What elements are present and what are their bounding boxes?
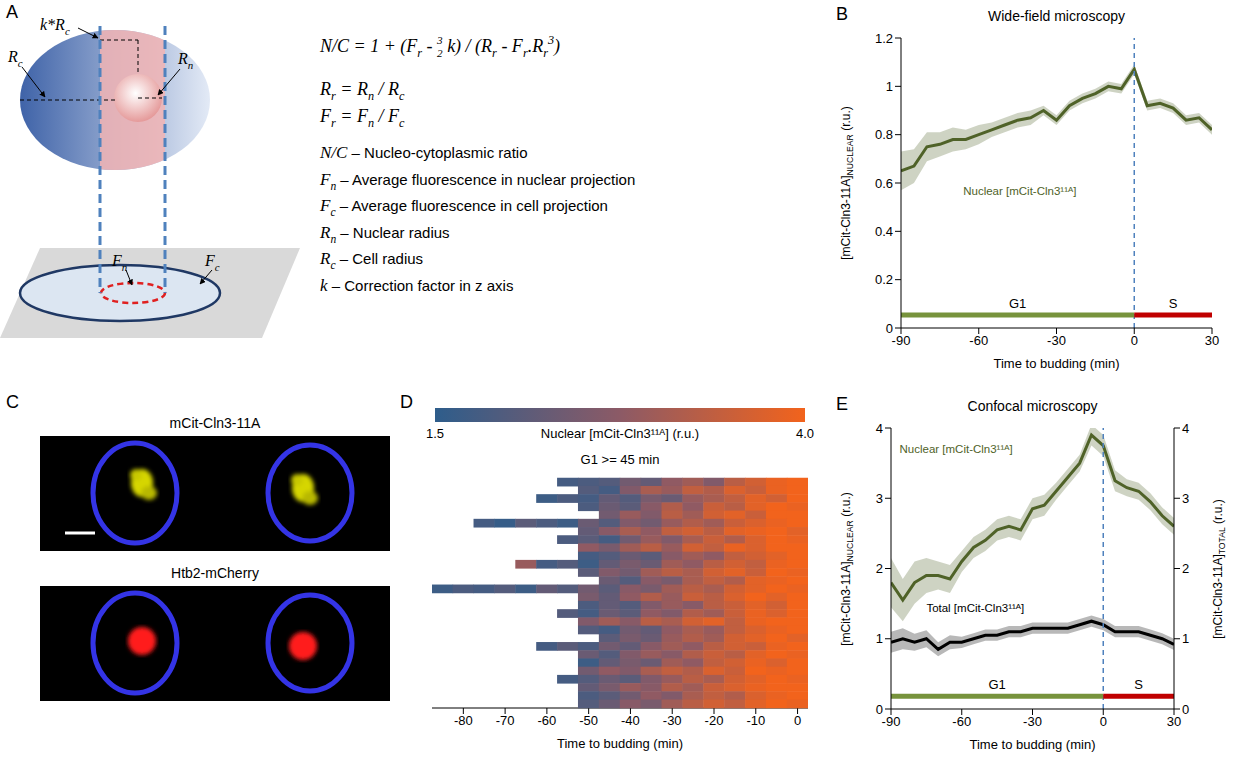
svg-text:-90: -90: [882, 714, 901, 729]
svg-text:0: 0: [876, 702, 883, 717]
html-text:G1 >= 45 min: G1 >= 45 min: [580, 452, 660, 467]
html-text:D: D: [400, 392, 413, 412]
svg-text:-20: -20: [705, 713, 724, 728]
svg-text:Time to budding (min): Time to budding (min): [970, 737, 1096, 752]
svg-text:4: 4: [876, 421, 883, 436]
svg-text:0: 0: [794, 713, 801, 728]
svg-text:Fn – Average fluorescence in n: Fn – Average fluorescence in nuclear pro…: [319, 170, 635, 193]
svg-text:3: 3: [1182, 491, 1189, 506]
svg-text:k – Correction factor in z axi: k – Correction factor in z axis: [320, 276, 513, 295]
html-text:[mCit-Cln3-11A]: [mCit-Cln3-11A]: [838, 560, 853, 646]
svg-text:Fc: Fc: [204, 252, 220, 273]
html-text:A: A: [6, 2, 18, 22]
svg-text:3: 3: [876, 491, 883, 506]
svg-text:0: 0: [886, 321, 893, 336]
svg-text:-30: -30: [1047, 333, 1066, 348]
svg-text:Fr = Fn / Fc: Fr = Fn / Fc: [319, 106, 405, 130]
svg-text:N/C – Nucleo-cytoplasmic ratio: N/C – Nucleo-cytoplasmic ratio: [319, 143, 527, 162]
svg-text:S: S: [1169, 296, 1178, 311]
svg-text:Fc – Average fluorescence in c: Fc – Average fluorescence in cell projec…: [319, 196, 608, 219]
svg-text:2: 2: [876, 561, 883, 576]
svg-text:0.4: 0.4: [875, 224, 893, 239]
svg-text:S: S: [1134, 677, 1143, 692]
svg-text:1: 1: [886, 79, 893, 94]
svg-text:0.2: 0.2: [875, 272, 893, 287]
svg-text:1: 1: [1182, 631, 1189, 646]
html-text:E: E: [836, 394, 848, 414]
svg-text:Fn: Fn: [111, 252, 127, 273]
html-text:(r.u.): (r.u.): [838, 491, 853, 520]
html-text:NUCLEAR: NUCLEAR: [845, 134, 856, 176]
html-text:Nuclear [mCit-Cln3¹¹ᴬ] (r.u.): Nuclear [mCit-Cln3¹¹ᴬ] (r.u.): [540, 426, 700, 441]
html-text:(r.u.): (r.u.): [1210, 498, 1225, 527]
html-text:TOTAL: TOTAL: [1217, 526, 1228, 554]
svg-text:2: 2: [1182, 561, 1189, 576]
svg-text:1: 1: [876, 631, 883, 646]
svg-text:-60: -60: [952, 714, 971, 729]
svg-text:Rn: Rn: [177, 50, 193, 71]
svg-text:-30: -30: [1023, 714, 1042, 729]
svg-text:0: 0: [1100, 714, 1107, 729]
svg-text:0.6: 0.6: [875, 176, 893, 191]
html-text:NUCLEAR: NUCLEAR: [845, 519, 856, 561]
svg-text:Time to budding (min): Time to budding (min): [557, 736, 683, 751]
svg-text:G1: G1: [988, 677, 1005, 692]
svg-text:Nuclear [mCit-Cln3¹¹ᴬ]: Nuclear [mCit-Cln3¹¹ᴬ]: [899, 443, 1012, 455]
html-text:Confocal microscopy: Confocal microscopy: [967, 398, 1098, 414]
html-text:[mCit-Cln3-11A]: [mCit-Cln3-11A]: [838, 175, 853, 260]
html-text:C: C: [6, 392, 19, 412]
svg-text:1.2: 1.2: [875, 31, 893, 46]
svg-text:-90: -90: [892, 333, 911, 348]
svg-text:G1: G1: [1009, 296, 1026, 311]
html-text:(r.u.): (r.u.): [838, 106, 853, 135]
svg-text:Rc – Cell radius: Rc – Cell radius: [319, 249, 423, 272]
svg-text:-80: -80: [454, 713, 473, 728]
svg-text:30: 30: [1205, 333, 1219, 348]
svg-text:Rc: Rc: [7, 48, 23, 69]
html-text:[mCit-Cln3-11A]: [mCit-Cln3-11A]: [1210, 553, 1225, 639]
svg-text:-30: -30: [663, 713, 682, 728]
svg-text:-40: -40: [621, 713, 640, 728]
svg-text:0.8: 0.8: [875, 127, 893, 142]
svg-text:Rn – Nuclear radius: Rn – Nuclear radius: [319, 223, 450, 246]
svg-text:Total [mCit-Cln3¹¹ᴬ]: Total [mCit-Cln3¹¹ᴬ]: [926, 602, 1024, 614]
svg-text:mCit-Cln3-11A: mCit-Cln3-11A: [170, 415, 261, 431]
html-text:4.0: 4.0: [796, 426, 814, 441]
html-text:Wide-field microscopy: Wide-field microscopy: [988, 8, 1125, 24]
svg-text:-50: -50: [579, 713, 598, 728]
svg-text:-60: -60: [537, 713, 556, 728]
html-text:B: B: [836, 4, 848, 24]
svg-text:k*Rc: k*Rc: [40, 16, 70, 37]
html-text:1.5: 1.5: [426, 426, 444, 441]
svg-text:Rr = Rn / Rc: Rr = Rn / Rc: [319, 79, 405, 103]
svg-text:-60: -60: [969, 333, 988, 348]
svg-text:N/C = 1 + (Fr - 32 k) / (Rr -: N/C = 1 + (Fr - 32 k) / (Rr - Fr.Rr3): [319, 33, 560, 60]
svg-text:4: 4: [1182, 421, 1189, 436]
svg-text:0: 0: [1182, 702, 1189, 717]
svg-text:0: 0: [1131, 333, 1138, 348]
svg-text:Time to budding (min): Time to budding (min): [994, 356, 1120, 371]
svg-text:-10: -10: [746, 713, 765, 728]
svg-text:Nuclear [mCit-Cln3¹¹ᴬ]: Nuclear [mCit-Cln3¹¹ᴬ]: [963, 185, 1076, 197]
svg-text:Htb2-mCherry: Htb2-mCherry: [171, 565, 259, 581]
svg-text:-70: -70: [496, 713, 515, 728]
svg-text:30: 30: [1167, 714, 1181, 729]
